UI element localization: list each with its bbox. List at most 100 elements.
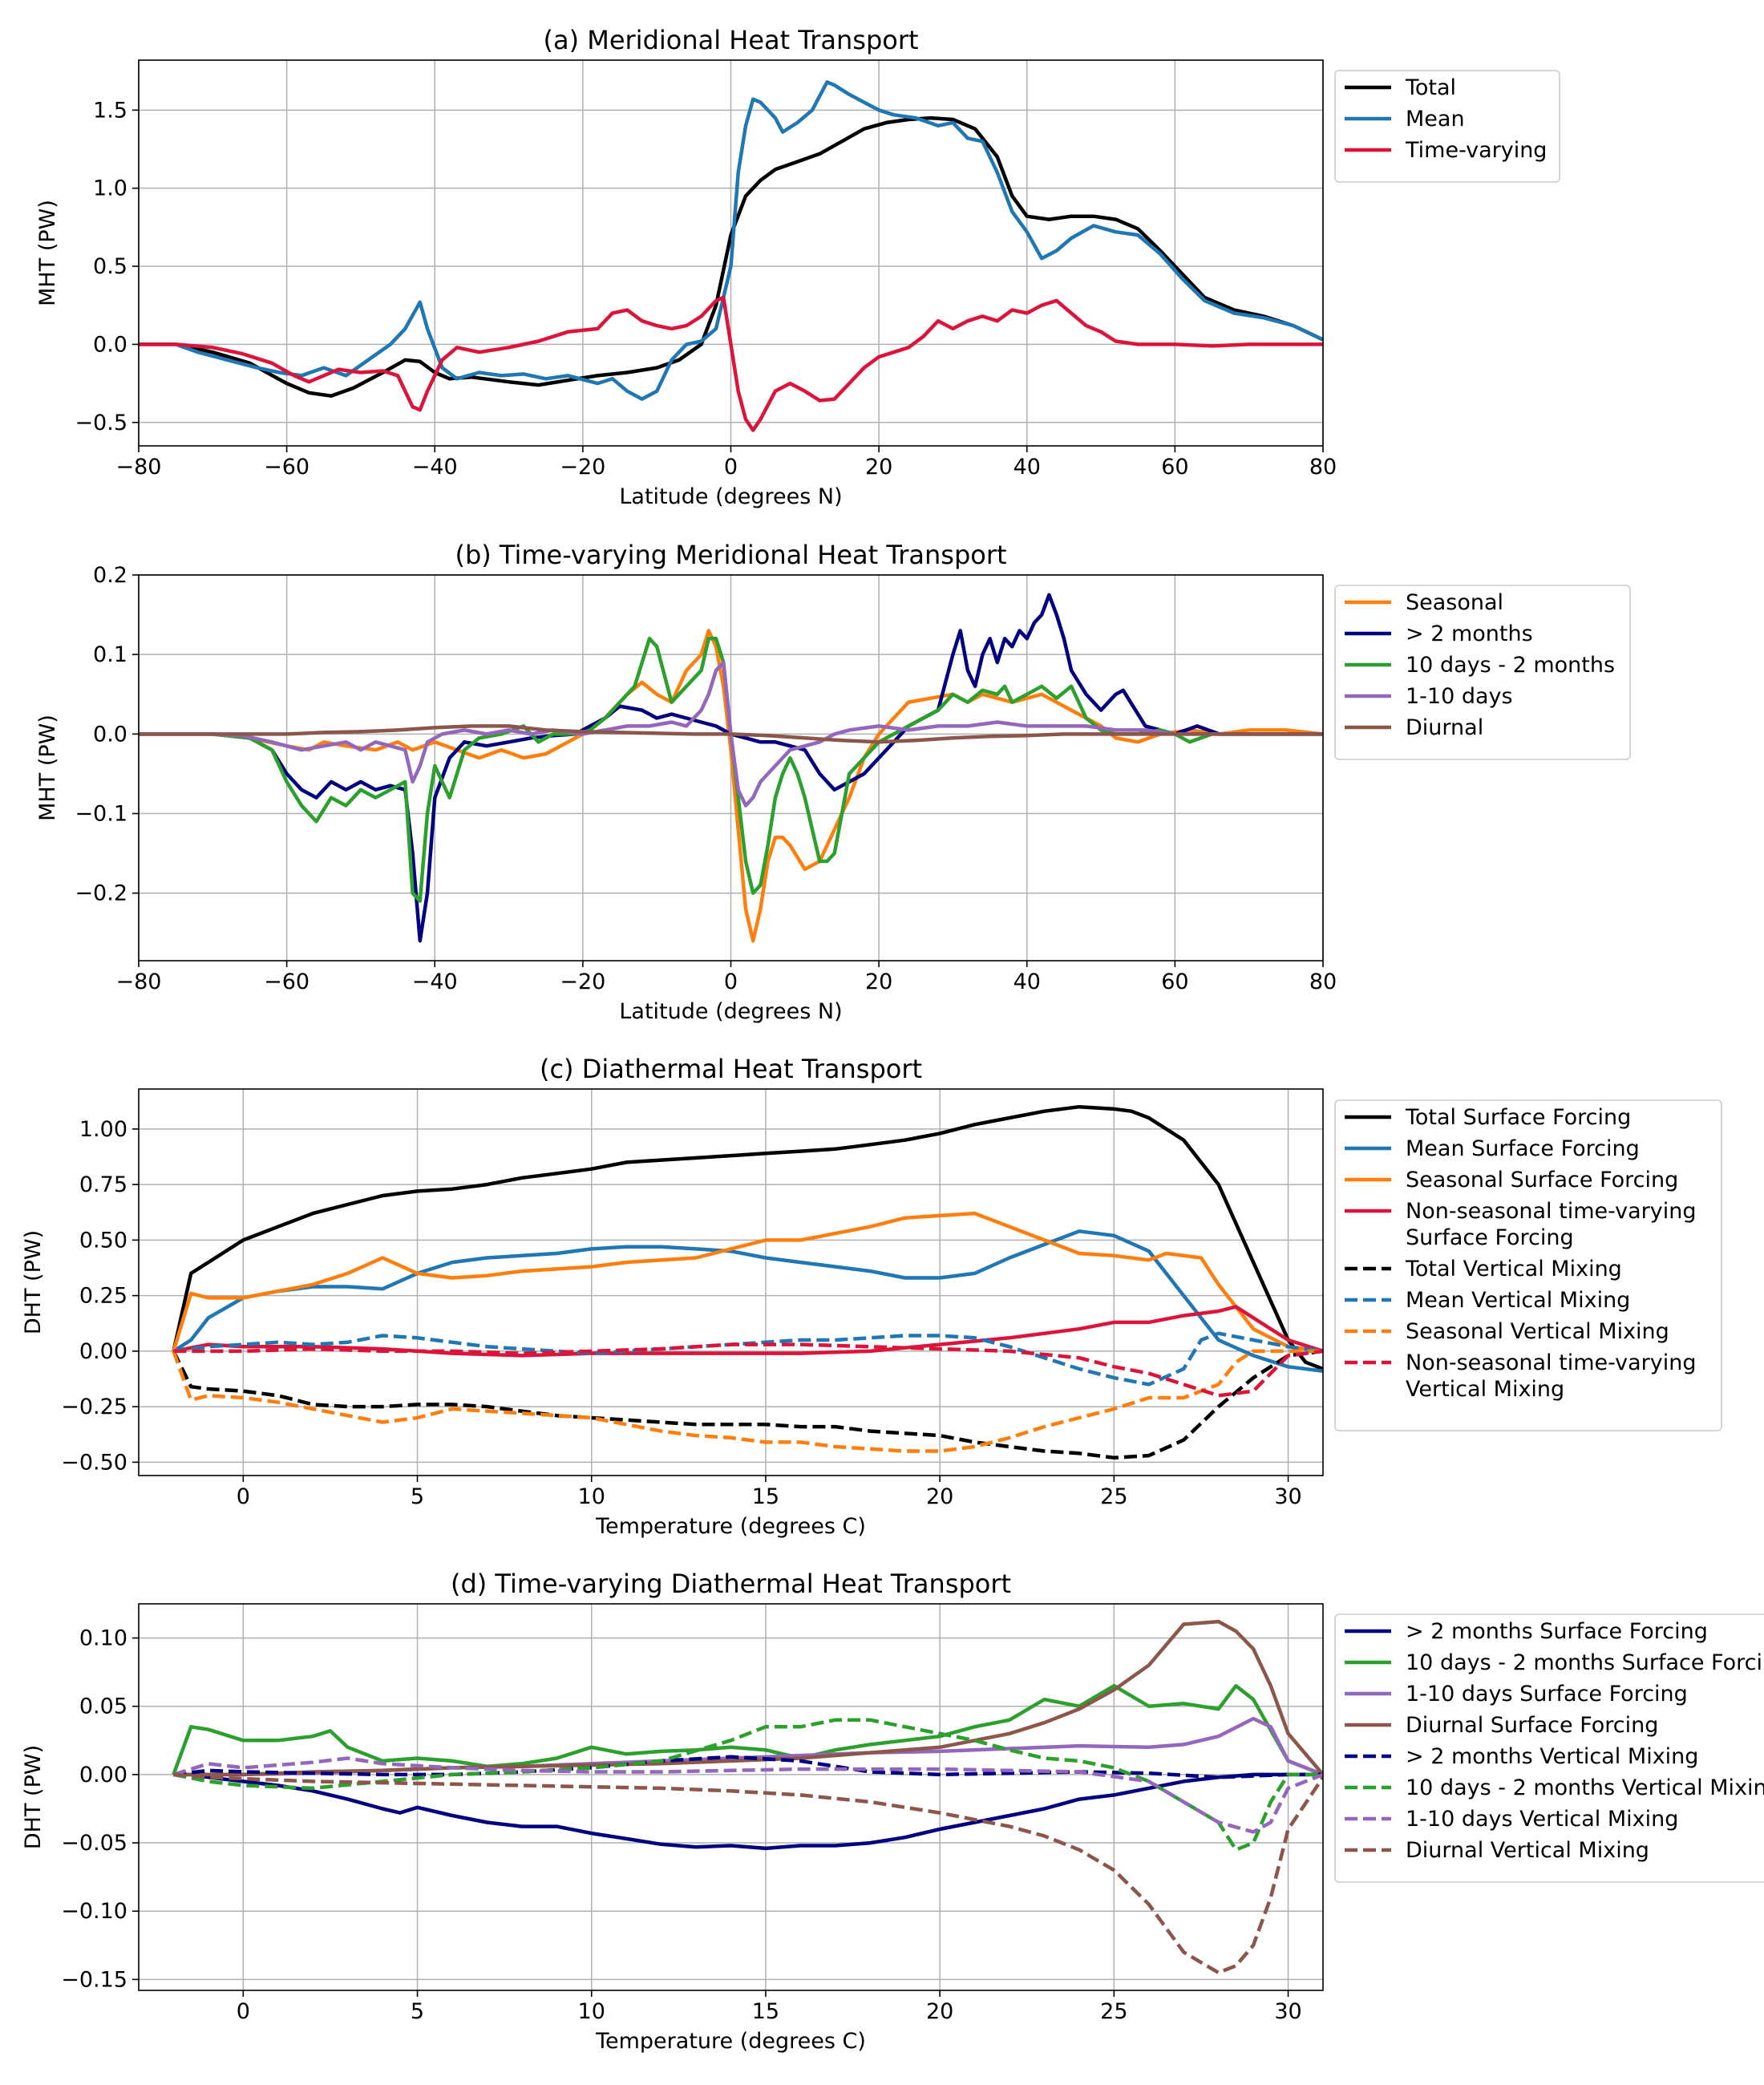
x-tick-label: −80 [116,970,162,994]
y-tick-label: 0.5 [93,254,127,279]
y-tick-label: 1.00 [79,1117,127,1142]
series-line-3 [172,1211,1323,1354]
series-line-5 [173,1755,1323,1779]
x-tick-label: 20 [865,455,892,480]
y-tick-label: −0.10 [61,1899,127,1924]
y-axis-label: MHT (PW) [35,200,60,306]
x-tick-label: 40 [1013,455,1041,480]
x-tick-label: 5 [411,1484,424,1509]
y-tick-label: 0.75 [79,1172,127,1197]
y-tick-label: 0.25 [79,1284,127,1309]
series-group [172,1619,1323,1975]
legend-label: > 2 months Surface Forcing [1406,1619,1708,1644]
chart-panel-b: −80 −60 −40 −20 0 20 40 60 80 −0.2 −0.1 0.0 0.1 0.2 (b… [35,540,1631,1024]
y-tick-label: 0.0 [93,722,127,747]
legend-label: Mean Surface Forcing [1406,1136,1640,1161]
legend-label: Total Vertical Mixing [1405,1257,1622,1281]
chart-title: (d) Time-varying Diathermal Heat Transpo… [451,1569,1011,1599]
x-tick-label: 40 [1013,970,1041,994]
legend-label-line: Non-seasonal time-varying [1406,1350,1697,1375]
x-tick-label: −20 [560,455,605,480]
series-line-5 [172,1349,1323,1460]
y-tick-label: −0.50 [61,1450,127,1475]
legend-label-line: Surface Forcing [1406,1225,1574,1250]
series-line-2 [172,1229,1323,1374]
legend-label: Non-seasonal time-varying Surface Forcing [1406,1199,1697,1250]
series-group [172,1104,1323,1460]
legend-label: Diurnal [1406,715,1483,740]
x-axis-label: Latitude (degrees N) [619,484,842,509]
legend-label: 10 days - 2 months Vertical Mixing [1406,1775,1764,1800]
series-line-3 [139,295,1323,432]
x-tick-label: 60 [1161,455,1188,480]
series-line-6 [172,1718,1323,1852]
y-tick-label: 0.1 [93,642,127,667]
y-tick-label: −0.25 [61,1395,127,1419]
y-tick-label: −0.05 [61,1831,127,1856]
y-tick-label: −0.1 [75,802,127,827]
legend-label: 1-10 days Vertical Mixing [1406,1807,1678,1832]
legend-label: Mean Vertical Mixing [1406,1288,1630,1313]
series-line-7 [172,1349,1323,1453]
series-line-6 [173,1331,1323,1387]
y-tick-label: 0.00 [79,1763,127,1787]
x-axis-label: Latitude (degrees N) [619,999,842,1024]
chart-title: (c) Diathermal Heat Transport [540,1054,922,1084]
x-tick-label: 15 [752,1484,779,1509]
chart-panel-c: 0 5 10 15 20 25 30 −0.50 −0.25 0.00 0.25 0.50 0.75 1.… [21,1054,1722,1539]
x-tick-label: 10 [578,1999,605,2024]
y-tick-label: 0.2 [93,563,127,588]
legend-label: Seasonal [1406,590,1503,615]
y-tick-label: 0.50 [79,1228,127,1253]
axes-frame [138,1088,1324,1476]
series-group [139,593,1323,943]
x-tick-label: 30 [1274,1484,1301,1509]
series-line-1 [173,1772,1323,1851]
legend-box [1334,1613,1764,1883]
y-axis-label: MHT (PW) [35,715,60,821]
x-tick-label: −40 [412,970,458,994]
chart-title: (a) Meridional Heat Transport [543,25,918,55]
legend-label: 10 days - 2 months [1406,653,1615,678]
axes-frame [138,1603,1324,1991]
x-tick-label: −60 [264,970,310,994]
x-tick-label: 25 [1100,1999,1127,2024]
series-line-2 [172,1683,1323,1776]
legend-label: Diurnal Surface Forcing [1406,1713,1658,1738]
series-line-5 [139,724,1323,744]
legend-label: Diurnal Vertical Mixing [1406,1838,1649,1863]
legend-label: Non-seasonal time-varying Vertical Mixing [1406,1350,1697,1402]
series-line-4 [139,660,1323,808]
x-tick-label: 15 [752,1999,779,2024]
series-line-8 [173,1772,1323,1975]
y-tick-label: −0.15 [61,1967,127,1992]
legend-label: Total [1405,75,1456,100]
x-tick-label: −60 [264,455,310,480]
chart-title: (b) Time-varying Meridional Heat Transpo… [455,540,1006,570]
y-tick-label: 0.10 [79,1626,127,1651]
x-tick-label: 25 [1100,1484,1127,1509]
x-tick-label: 0 [724,970,738,994]
x-tick-label: 60 [1161,970,1188,994]
series-line-4 [173,1619,1323,1777]
series-group [139,80,1323,432]
x-tick-label: 20 [926,1484,953,1509]
y-tick-label: 0.0 [93,332,127,357]
y-tick-label: −0.2 [75,881,127,906]
y-tick-label: −0.5 [75,411,127,435]
x-tick-label: 20 [926,1999,953,2024]
legend-label-line: Non-seasonal time-varying [1406,1199,1697,1224]
y-axis-label: DHT (PW) [21,1230,46,1334]
x-tick-label: 0 [237,1484,250,1509]
series-line-1 [139,629,1323,943]
legend-box [1334,1099,1722,1431]
x-tick-label: 0 [724,455,738,480]
legend-label: 1-10 days Surface Forcing [1406,1682,1688,1706]
legend-label: Seasonal Vertical Mixing [1406,1319,1669,1344]
y-tick-label: 1.0 [93,176,127,201]
x-tick-label: 0 [237,1999,250,2024]
x-axis-label: Temperature (degrees C) [595,1514,866,1539]
legend-label: Time-varying [1405,138,1547,163]
x-tick-label: 80 [1309,455,1337,480]
